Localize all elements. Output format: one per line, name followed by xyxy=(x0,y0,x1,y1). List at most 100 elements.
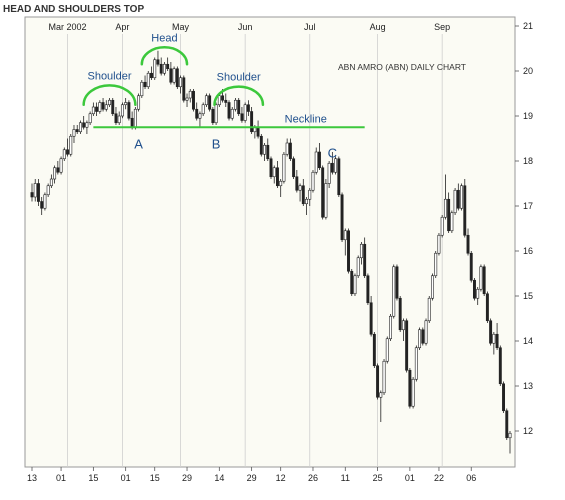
candle-body xyxy=(398,297,402,331)
candlestick xyxy=(311,170,315,193)
candle-body xyxy=(347,230,350,272)
candle-body xyxy=(408,369,412,407)
candle-body xyxy=(246,104,250,112)
candle-body xyxy=(382,360,386,394)
candlestick xyxy=(505,408,509,440)
candle-body xyxy=(130,117,134,128)
candlestick xyxy=(259,134,263,157)
candlestick xyxy=(440,215,444,238)
candlestick xyxy=(347,228,350,274)
candle-body xyxy=(56,167,60,173)
candlestick xyxy=(288,138,292,161)
candlestick xyxy=(443,174,447,220)
candlestick xyxy=(453,188,457,215)
candle-body xyxy=(263,144,267,155)
candlestick xyxy=(98,100,102,114)
candlestick xyxy=(389,314,392,341)
candle-body xyxy=(450,212,454,232)
candlestick xyxy=(476,287,480,305)
candle-body xyxy=(505,410,509,439)
candle-body xyxy=(308,189,312,200)
candle-body xyxy=(143,81,147,88)
candle-body xyxy=(46,185,50,196)
x-tick-label: 01 xyxy=(121,473,131,483)
candle-body xyxy=(217,95,221,106)
candlestick xyxy=(282,152,286,184)
candlestick xyxy=(401,318,405,341)
candle-body xyxy=(224,99,228,103)
candle-body xyxy=(66,149,69,155)
candle-body xyxy=(40,201,44,209)
candle-body xyxy=(421,329,425,344)
candlestick xyxy=(327,161,331,188)
candle-body xyxy=(492,333,496,344)
x-tick-label: 01 xyxy=(56,473,66,483)
candlestick xyxy=(111,98,115,116)
candle-body xyxy=(85,122,89,128)
candlestick xyxy=(350,269,354,296)
candle-body xyxy=(427,297,431,322)
candle-body xyxy=(292,158,296,178)
candle-body xyxy=(272,167,276,178)
candle-body xyxy=(466,234,470,254)
x-tick-label: 15 xyxy=(88,473,98,483)
candlestick xyxy=(95,102,99,116)
candlestick xyxy=(269,156,273,179)
candlestick xyxy=(414,345,418,382)
candlestick xyxy=(159,57,163,76)
candlestick xyxy=(437,233,441,256)
candlestick xyxy=(56,161,60,175)
candlestick xyxy=(337,156,341,197)
candlestick xyxy=(431,273,434,301)
candlestick xyxy=(234,98,237,112)
x-axis-ticks: 13 01 15 01 15 29 14 29 12 26 11 25 01 22 06 xyxy=(27,467,476,483)
candle-body xyxy=(108,99,111,106)
month-labels: Mar 2002 Apr May Jun Jul Aug Sep xyxy=(49,22,451,32)
candlestick xyxy=(330,152,334,175)
y-tick-label: 21 xyxy=(523,21,533,31)
candle-body xyxy=(295,176,299,191)
candle-body xyxy=(485,293,489,322)
candlestick xyxy=(363,237,367,278)
candle-body xyxy=(482,266,486,295)
candlestick xyxy=(124,98,128,110)
candlestick xyxy=(385,336,389,364)
candlestick xyxy=(469,251,473,283)
candle-body xyxy=(369,302,373,335)
candle-body xyxy=(456,189,460,209)
pattern-arc xyxy=(213,85,265,106)
candlestick xyxy=(473,278,476,301)
candle-body xyxy=(117,115,121,124)
candlestick xyxy=(479,264,483,292)
candle-body xyxy=(137,95,141,110)
candlestick xyxy=(392,264,396,319)
candle-body xyxy=(337,158,341,196)
candle-body xyxy=(434,252,438,277)
candle-body xyxy=(498,347,502,385)
month-label: Mar 2002 xyxy=(49,22,87,32)
month-label: Jul xyxy=(304,22,316,32)
candle-body xyxy=(230,108,234,119)
candlestick xyxy=(91,102,95,116)
candlestick xyxy=(424,318,428,346)
candlestick xyxy=(359,242,363,265)
x-tick-label: 15 xyxy=(150,473,160,483)
y-tick-label: 16 xyxy=(523,246,533,256)
candlestick xyxy=(308,188,312,206)
neckline-label: Neckline xyxy=(285,113,327,125)
candlestick xyxy=(82,116,86,130)
candle-body xyxy=(150,72,153,79)
candlestick xyxy=(153,57,157,80)
candlestick xyxy=(427,296,431,323)
candlestick xyxy=(40,197,44,215)
candle-body xyxy=(182,77,186,101)
candlestick xyxy=(356,255,360,278)
candle-body xyxy=(314,151,318,173)
month-label: Apr xyxy=(115,22,129,32)
candlestick xyxy=(379,390,383,422)
candle-body xyxy=(49,178,53,187)
candle-body xyxy=(88,113,92,124)
candlestick xyxy=(140,80,144,98)
candlestick xyxy=(237,98,241,116)
candlestick xyxy=(108,98,111,107)
